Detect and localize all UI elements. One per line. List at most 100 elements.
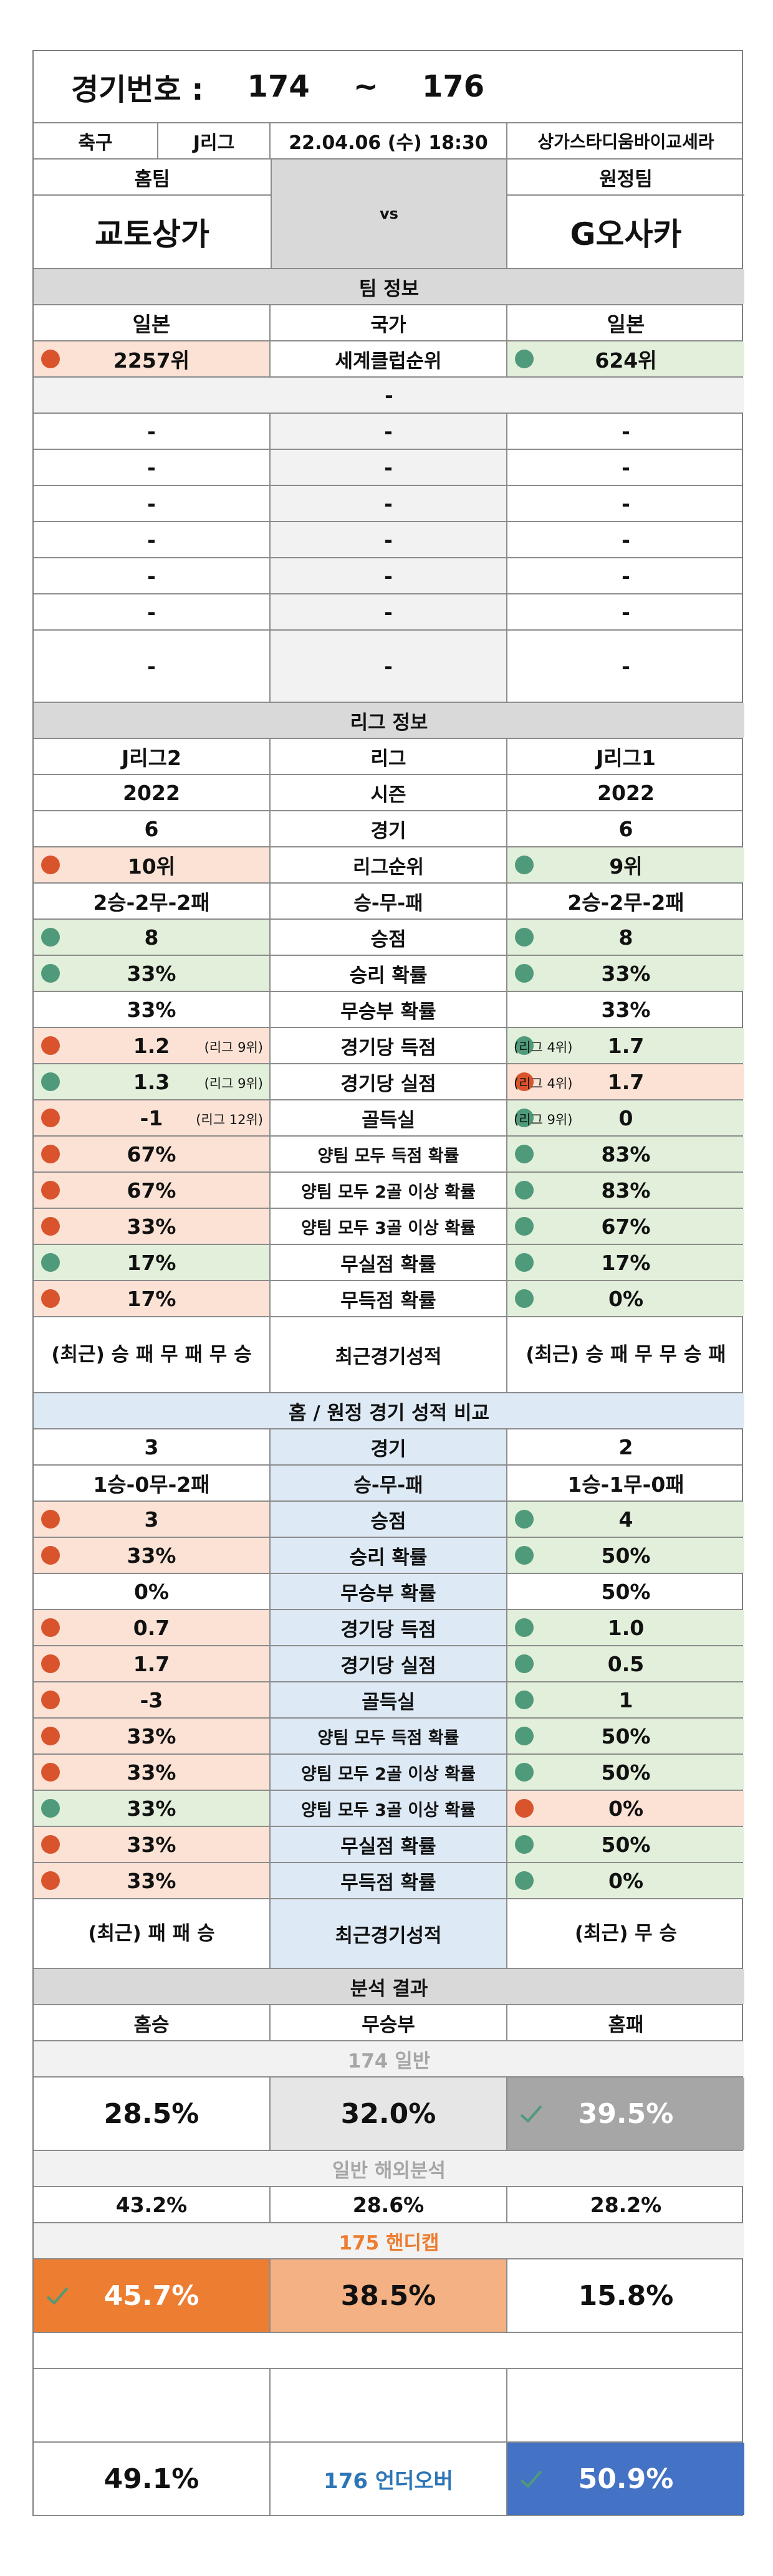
team-info-divider: - bbox=[34, 378, 744, 413]
home-stat: 1승-0무-2패 bbox=[34, 1466, 271, 1500]
away-stat: 0.5 bbox=[507, 1646, 744, 1681]
away-stat-value: 0% bbox=[608, 1868, 644, 1893]
stat-row: 6 경기 6 bbox=[34, 811, 742, 847]
stat-label: 양팀 모두 2골 이상 확률 bbox=[271, 1755, 507, 1790]
over-value: 50.9% bbox=[578, 2463, 674, 2495]
blank-cell-mid: - bbox=[271, 631, 507, 702]
home-stat: 17% bbox=[34, 1281, 271, 1316]
stat-label: 경기당 득점 bbox=[271, 1610, 507, 1645]
away-stat-value: 33% bbox=[601, 997, 651, 1022]
home-stat-value: 1.7 bbox=[133, 1651, 170, 1676]
stat-label: 승리 확률 bbox=[271, 956, 507, 991]
stat-label: 경기당 실점 bbox=[271, 1646, 507, 1681]
home-away-section: 홈 / 원정 경기 성적 비교 bbox=[34, 1393, 744, 1429]
stat-label: 시즌 bbox=[271, 775, 507, 810]
loss-dot-icon bbox=[41, 1546, 60, 1565]
loss-dot-icon bbox=[41, 1763, 60, 1782]
home-win-column: 홈승 bbox=[34, 2005, 271, 2040]
overseas-row: 43.2% 28.6% 28.2% bbox=[34, 2187, 742, 2223]
home-stat-value: 0% bbox=[133, 1579, 170, 1604]
home-stat: 1.7 bbox=[34, 1646, 271, 1681]
away-stat: 4 bbox=[507, 1502, 744, 1537]
home-stat-value: 33% bbox=[127, 1832, 176, 1857]
home-stat-value: 2022 bbox=[123, 780, 180, 805]
away-recent-form: (최근) 승 패 무 무 승 패 bbox=[526, 1343, 726, 1366]
away-stat: 0% bbox=[507, 1281, 744, 1316]
venue: 상가스타디움바이교세라 bbox=[537, 131, 714, 152]
country-label: 국가 bbox=[271, 305, 507, 340]
check-icon bbox=[520, 2470, 542, 2488]
empty-row bbox=[34, 2369, 742, 2443]
away-stat-rank-note: (리그 9위) bbox=[514, 1112, 573, 1127]
stat-row: 1.7 경기당 실점 0.5 bbox=[34, 1646, 744, 1682]
home-team-caption: 홈팀 bbox=[34, 160, 271, 196]
home-stat-value: 67% bbox=[127, 1142, 176, 1166]
loss-dot-icon bbox=[41, 856, 60, 874]
stat-row: 0.7 경기당 득점 1.0 bbox=[34, 1610, 744, 1646]
stat-row: 17% 무실점 확률 17% bbox=[34, 1245, 744, 1281]
stat-label: 양팀 모두 2골 이상 확률 bbox=[271, 1173, 507, 1208]
home-stat-value: 33% bbox=[127, 1543, 176, 1568]
away-stat: 50% bbox=[507, 1827, 744, 1862]
analysis-title: 분석 결과 bbox=[34, 1969, 744, 2004]
league-info-rows: J리그2 리그 J리그1 2022 시즌 2022 6 경기 6 10위 리그순위 9위 2승-2무-2… bbox=[34, 739, 744, 1317]
stat-label: 승-무-패 bbox=[271, 1466, 507, 1500]
general-home-loss-value: 39.5% bbox=[578, 2097, 674, 2130]
loss-dot-icon bbox=[41, 1289, 60, 1308]
win-dot-icon bbox=[515, 1289, 534, 1308]
away-stat-value: 1.7 bbox=[607, 1033, 645, 1058]
home-stat-value: -1 bbox=[140, 1105, 163, 1130]
stat-row: 0% 무승부 확률 50% bbox=[34, 1574, 742, 1610]
home-stat-value: 8 bbox=[144, 925, 159, 950]
home-stat: 33% bbox=[34, 1755, 271, 1790]
stat-row: 33% 승리 확률 33% bbox=[34, 956, 744, 992]
home-recent-venue-form: (최근) 패 패 승 bbox=[34, 1899, 271, 1968]
team-info-divider-row: - bbox=[34, 378, 744, 414]
handicap-title-row: 175 핸디캡 bbox=[34, 2223, 744, 2259]
home-stat: -3 bbox=[34, 1682, 271, 1717]
away-stat-rank-note: (리그 4위) bbox=[514, 1076, 573, 1091]
win-dot-icon bbox=[41, 1072, 60, 1091]
stat-row: 3 승점 4 bbox=[34, 1502, 744, 1538]
loss-dot-icon bbox=[41, 1510, 60, 1529]
away-stat: 9위 bbox=[507, 847, 744, 882]
win-dot-icon bbox=[515, 1835, 534, 1854]
away-stat-value: 0.5 bbox=[607, 1651, 645, 1676]
win-dot-icon bbox=[515, 1763, 534, 1782]
away-stat: 1 bbox=[507, 1682, 744, 1717]
stat-row: 33% 승리 확률 50% bbox=[34, 1538, 744, 1574]
home-stat-value: 1승-0무-2패 bbox=[93, 1472, 210, 1497]
handicap-home-win-value: 45.7% bbox=[103, 2279, 199, 2312]
general-home-loss: 39.5% bbox=[507, 2077, 744, 2150]
home-stat: 2022 bbox=[34, 775, 271, 810]
loss-dot-icon bbox=[41, 1109, 60, 1127]
loss-dot-icon bbox=[41, 1618, 60, 1637]
team-info-blank-rows: --------------------- bbox=[34, 414, 742, 703]
home-stat-rank-note: (리그 9위) bbox=[204, 1076, 263, 1091]
home-club-rank-value: 2257위 bbox=[113, 348, 190, 373]
match-meta-row: 축구 J리그 22.04.06 (수) 18:30 상가스타디움바이교세라 bbox=[34, 123, 742, 160]
home-stat-value: 33% bbox=[127, 1760, 176, 1785]
away-stat: 17% bbox=[507, 1245, 744, 1280]
away-stat: 6 bbox=[507, 811, 744, 846]
home-stat: 1.3 (리그 9위) bbox=[34, 1064, 271, 1099]
away-stat-value: 50% bbox=[601, 1724, 651, 1748]
home-stat: 3 bbox=[34, 1429, 271, 1464]
recent-venue-form-label: 최근경기성적 bbox=[271, 1899, 507, 1968]
draw-column: 무승부 bbox=[271, 2005, 507, 2040]
match-number-to: 176 bbox=[421, 69, 485, 104]
away-stat-value: 67% bbox=[601, 1214, 651, 1239]
win-dot-icon bbox=[515, 1217, 534, 1236]
away-club-rank: 624위 bbox=[507, 341, 744, 376]
home-stat-value: 1.3 bbox=[133, 1069, 170, 1094]
loss-dot-icon bbox=[41, 1145, 60, 1163]
stat-label: 승리 확률 bbox=[271, 1538, 507, 1573]
home-stat: 17% bbox=[34, 1245, 271, 1280]
club-rank-row: 2257위 세계클럽순위 624위 bbox=[34, 341, 744, 378]
sport: 축구 bbox=[34, 123, 158, 158]
away-team-name: G오사카 bbox=[570, 216, 682, 252]
win-dot-icon bbox=[515, 964, 534, 983]
underover-row: 49.1% 176 언더오버 50.9% bbox=[34, 2443, 744, 2516]
win-dot-icon bbox=[515, 1691, 534, 1709]
home-stat: 1.2 (리그 9위) bbox=[34, 1028, 271, 1063]
